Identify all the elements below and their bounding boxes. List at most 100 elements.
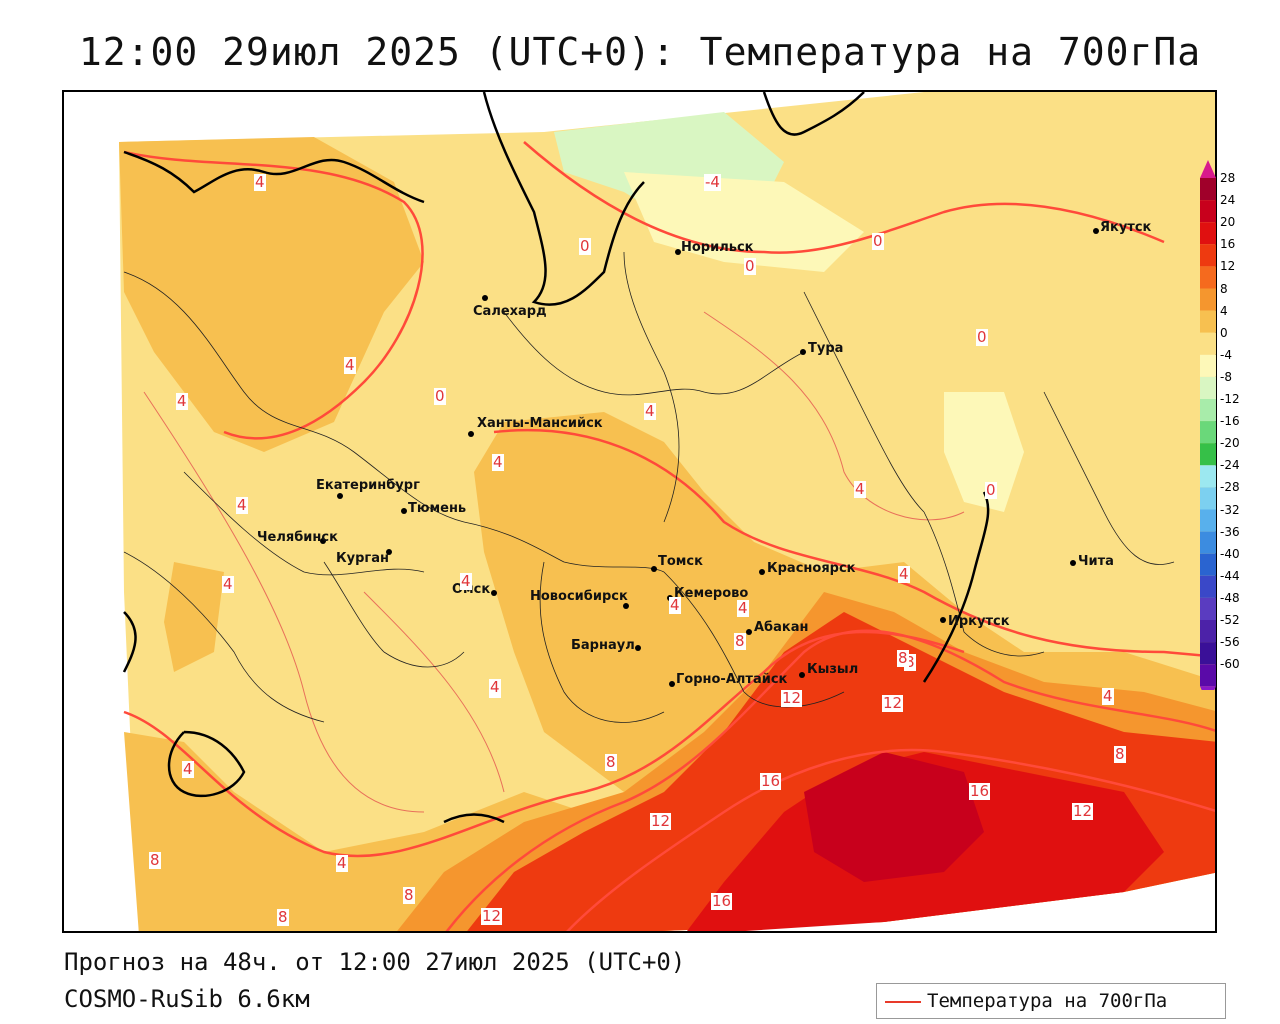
city-dot [1093,228,1099,234]
legend-line-swatch [885,1001,921,1003]
city-dot [799,672,805,678]
colorbar-tick-label: -48 [1220,590,1240,605]
colorbar-tick-label: 20 [1220,215,1236,230]
city-label: Кемерово [674,586,749,601]
city-label: Курган [336,551,389,566]
city-label: Салехард [473,304,547,319]
legend-label: Температура на 700гПа [927,990,1168,1012]
colorbar-tick-label: -40 [1220,546,1240,561]
city-dot [623,603,629,609]
colorbar-swatch [1200,465,1216,488]
contour-label: 12 [1072,802,1094,820]
contour-label: 16 [969,782,991,800]
city-label: Кызыл [807,662,859,677]
contour-label: -4 [704,173,721,191]
contour-label: 16 [760,772,782,790]
contour-label: 0 [976,328,988,346]
colorbar-tick-label: -12 [1220,392,1240,406]
city-label: Челябинск [257,530,338,545]
contour-label: 0 [872,232,884,250]
contour-label: 8 [734,632,746,650]
city-label: Горно-Алтайск [676,672,788,687]
colorbar-tick-label: 16 [1220,237,1236,252]
colorbar-swatch [1200,509,1216,532]
city-dot [635,645,641,651]
city-label: Томск [658,554,703,569]
contour-label: 4 [489,678,501,696]
contour-label: 4 [854,480,866,498]
colorbar-swatch [1200,553,1216,576]
colorbar-swatch [1200,620,1216,643]
colorbar-tick-label: -4 [1220,347,1232,362]
forecast-info: Прогноз на 48ч. от 12:00 27июл 2025 (UTC… [64,948,686,976]
contour-label: 4 [492,453,504,471]
city-dot [746,629,752,635]
colorbar-tick-label: 12 [1220,259,1236,274]
colorbar-tick-label: 0 [1220,325,1228,340]
colorbar-swatch [1200,443,1216,466]
band-20-core [804,752,984,882]
warm-region-kz [164,562,224,672]
colorbar-swatch [1200,354,1216,377]
colorbar-tick-label: 24 [1220,193,1236,208]
contour-label: 16 [711,892,733,910]
colorbar-tick-label: -16 [1220,414,1240,429]
colorbar-tick-label: -24 [1220,458,1240,473]
colorbar-swatch [1200,642,1216,665]
city-dot [482,295,488,301]
city-label: Красноярск [767,561,856,576]
colorbar-swatch [1200,222,1216,245]
contour-label: 4 [460,572,472,590]
contour-label: 4 [669,596,681,614]
city-label: Новосибирск [530,589,628,604]
contour-label: 0 [434,387,446,405]
city-dot [386,549,392,555]
temperature-map: Норильск Якутск Салехард Тура Ханты-Манс… [62,90,1217,933]
contour-label: 4 [644,402,656,420]
contour-label: 8 [1114,745,1126,763]
city-label: Екатеринбург [316,478,420,493]
colorbar-tick-label: -44 [1220,568,1240,583]
city-dot [940,617,946,623]
colorbar-swatch [1200,288,1216,311]
colorbar-swatch [1200,200,1216,223]
city-label: Иркутск [948,614,1010,629]
colorbar-swatch [1200,178,1216,201]
legend-box: Температура на 700гПа [876,983,1226,1019]
contour-label: 4 [222,575,234,593]
city-dot [491,590,497,596]
colorbar-swatch [1200,244,1216,267]
city-dot [759,569,765,575]
colorbar-tick-label: 28 [1220,171,1236,185]
colorbar-tick-label: -28 [1220,480,1240,495]
colorbar-tick-label: -56 [1220,635,1240,650]
contour-label: 8 [897,649,909,667]
city-label: Чита [1078,554,1114,569]
colorbar-tick-label: -52 [1220,613,1240,627]
contour-label: 4 [236,496,248,514]
colorbar-swatch [1200,310,1216,333]
city-dot [337,493,343,499]
colorbar-swatch [1200,399,1216,422]
colorbar-tick-label: 4 [1220,303,1228,318]
color-scale: 28 24 20 16 12 8 4 0 -4 -8 -12 -16 -20 -24 -28 -32 -36 -4… [1198,160,1268,690]
contour-label: 0 [744,257,756,275]
colorbar-tick-label: -60 [1220,657,1240,672]
city-dot [675,249,681,255]
contour-label: 8 [605,753,617,771]
contour-label: 12 [481,907,503,925]
colorbar-swatch [1200,376,1216,399]
colorbar-swatch [1200,531,1216,554]
contour-label: 8 [149,851,161,869]
contour-label: 8 [904,653,916,671]
model-info: COSMO-RuSib 6.6км [64,985,310,1013]
contour-label: 12 [781,689,803,707]
cool-region-east [944,392,1024,512]
contour-label: 4 [737,599,749,617]
colorbar-swatch [1200,664,1216,687]
city-dot [1070,560,1076,566]
city-dot [401,508,407,514]
contour-label: 4 [182,760,194,778]
city-dot [651,566,657,572]
contour-label: 4 [254,173,266,191]
